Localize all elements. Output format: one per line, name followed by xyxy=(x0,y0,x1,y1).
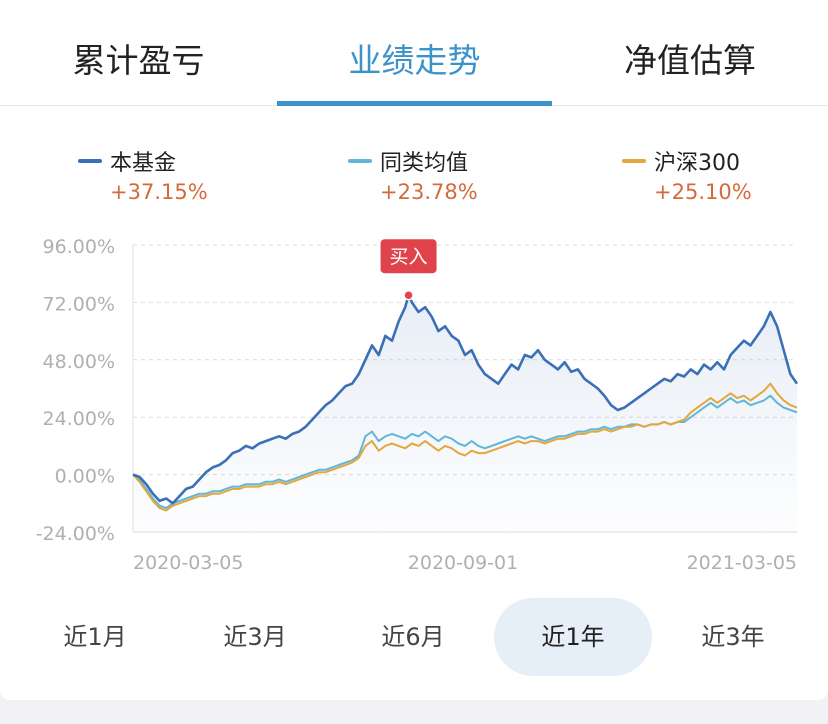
period-1m[interactable]: 近1月 xyxy=(63,623,127,651)
legend-line-category-average xyxy=(348,159,372,163)
legend-line-fund xyxy=(78,159,102,163)
y-tick-label: 0.00% xyxy=(55,466,115,488)
period-selector: 近1月 近3月 近6月 近1年 近3年 xyxy=(0,598,828,676)
legend-value: +23.78% xyxy=(380,180,478,204)
tab-bar: 累计盈亏 业绩走势 净值估算 xyxy=(0,0,828,106)
period-1y[interactable]: 近1年 xyxy=(494,598,652,676)
y-tick-label: 96.00% xyxy=(43,236,115,258)
series-line-1 xyxy=(132,394,798,510)
performance-chart: 96.00% 72.00% 48.00% 24.00% 0.00% -24.00% 2020… xyxy=(36,236,799,574)
legend-line-csi300 xyxy=(622,159,646,163)
period-6m[interactable]: 近6月 xyxy=(381,623,445,651)
period-3m[interactable]: 近3月 xyxy=(223,623,287,651)
tab-cumulative-pnl[interactable]: 累计盈亏 xyxy=(72,41,205,80)
x-tick-label: 2020-09-01 xyxy=(408,552,518,574)
series-area-fund xyxy=(133,295,797,532)
x-tick-label: 2020-03-05 xyxy=(133,552,243,574)
legend-name: 沪深300 xyxy=(654,151,740,176)
legend-value: +37.15% xyxy=(110,180,208,204)
x-tick-label: 2021-03-05 xyxy=(687,552,797,574)
series-line-0 xyxy=(132,293,799,505)
y-tick-label: 72.00% xyxy=(43,293,115,315)
tab-nav-estimate[interactable]: 净值估算 xyxy=(624,41,756,80)
buy-badge-label: 买入 xyxy=(390,246,428,268)
legend-value: +25.10% xyxy=(654,180,752,204)
legend-name: 同类均值 xyxy=(380,151,469,176)
buy-badge xyxy=(380,239,437,274)
legend-name: 本基金 xyxy=(110,151,177,176)
buy-point-marker xyxy=(403,289,414,301)
active-tab-indicator xyxy=(277,101,552,106)
series-line-2 xyxy=(132,382,798,512)
tab-performance-trend[interactable]: 业绩走势 xyxy=(348,41,481,80)
y-tick-label: 48.00% xyxy=(43,351,115,373)
y-tick-label: -24.00% xyxy=(36,523,115,545)
y-tick-label: 24.00% xyxy=(43,408,115,430)
period-3y[interactable]: 近3年 xyxy=(701,623,765,651)
fund-performance-card: 累计盈亏 业绩走势 净值估算 本基金 +37.15% 同类均值 +23.78% … xyxy=(0,0,828,700)
